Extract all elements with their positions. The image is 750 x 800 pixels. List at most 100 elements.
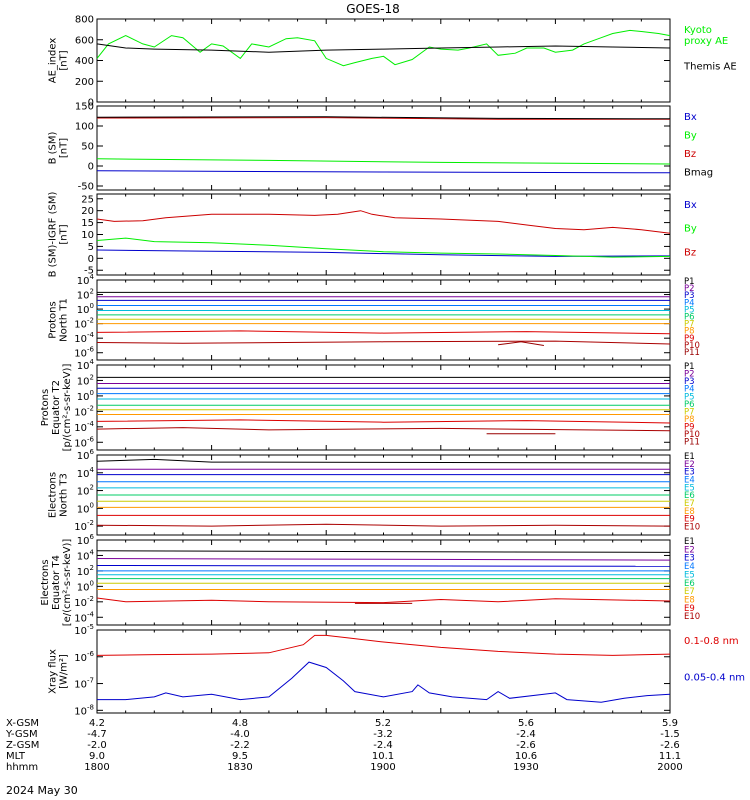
series-p9 bbox=[96, 330, 671, 335]
y-axis-label: [nT] bbox=[59, 138, 70, 158]
series-e3 bbox=[96, 565, 671, 567]
y-tick-label: 100 bbox=[75, 122, 94, 133]
y-tick-label: 10-8 bbox=[74, 703, 94, 717]
y-axis-label: [W/m²] bbox=[59, 654, 70, 689]
xaxis-value: 1800 bbox=[84, 762, 109, 773]
y-tick-label: 100 bbox=[77, 579, 94, 593]
y-tick-label: 10-4 bbox=[74, 420, 94, 434]
legend-e3: E3 bbox=[684, 554, 695, 564]
y-tick-label: 25 bbox=[81, 194, 94, 205]
y-axis-label: Protons bbox=[40, 389, 51, 426]
series-p10 bbox=[96, 340, 671, 345]
legend-p9: P9 bbox=[684, 334, 695, 344]
y-tick-label: 15 bbox=[81, 218, 94, 229]
legend-e8: E8 bbox=[684, 507, 695, 517]
y-tick-label: 104 bbox=[77, 273, 95, 287]
legend-label: By bbox=[684, 224, 697, 235]
y-tick-label: 100 bbox=[77, 389, 94, 403]
y-axis-label: [p/(cm²-s-sr-keV)] bbox=[62, 364, 73, 452]
series-e9 bbox=[96, 597, 671, 604]
legend-e7: E7 bbox=[684, 587, 695, 597]
legend-e2: E2 bbox=[684, 460, 695, 470]
legend-e4: E4 bbox=[684, 476, 695, 486]
y-tick-label: 100 bbox=[77, 501, 94, 515]
y-tick-label: 800 bbox=[75, 15, 94, 26]
xaxis-value: -2.2 bbox=[230, 740, 250, 751]
y-axis-label: Protons bbox=[48, 301, 59, 338]
series-p9 bbox=[96, 419, 671, 424]
series-bx bbox=[96, 249, 671, 257]
xaxis-row-label: Y-GSM bbox=[5, 729, 38, 740]
legend-label: Bmag bbox=[684, 168, 713, 179]
xaxis-value: 10.1 bbox=[372, 751, 394, 762]
y-tick-label: 400 bbox=[75, 56, 94, 67]
legend-p7: P7 bbox=[684, 320, 695, 330]
y-tick-label: 50 bbox=[81, 142, 94, 153]
xaxis-value: -1.5 bbox=[660, 729, 680, 740]
legend-p11: P11 bbox=[684, 348, 700, 358]
y-axis-label: Equator T2 bbox=[51, 380, 62, 435]
y-tick-label: 104 bbox=[77, 548, 95, 562]
legend-e2: E2 bbox=[684, 545, 695, 555]
y-tick-label: 150 bbox=[75, 102, 94, 113]
y-tick-label: 102 bbox=[77, 484, 94, 498]
legend-label: Kyoto bbox=[684, 25, 712, 36]
y-axis-label: B (SM) bbox=[48, 131, 59, 164]
y-tick-label: 10-6 bbox=[74, 346, 94, 360]
y-tick-label: 20 bbox=[81, 206, 94, 217]
panel-frame bbox=[96, 193, 671, 276]
y-tick-label: 104 bbox=[77, 358, 95, 372]
xaxis-value: -2.0 bbox=[87, 740, 107, 751]
y-tick-label: 10-6 bbox=[74, 650, 94, 664]
legend-label: Bz bbox=[684, 247, 696, 258]
series-e10 bbox=[96, 523, 671, 527]
legend-e7: E7 bbox=[684, 499, 695, 509]
y-tick-label: 10-7 bbox=[74, 677, 94, 691]
xaxis-value: -3.2 bbox=[373, 729, 393, 740]
y-axis-label: Xray flux bbox=[48, 649, 59, 694]
xaxis-value: 1930 bbox=[513, 762, 538, 773]
legend-e8: E8 bbox=[684, 595, 695, 605]
panel-8: 10-5 10-6 10-7 10-8 Xray flux [W/m²] 0.1-0.8 n… bbox=[48, 623, 746, 717]
y-tick-label: 0 bbox=[88, 254, 94, 265]
legend-e1: E1 bbox=[684, 452, 695, 462]
legend-p6: P6 bbox=[684, 400, 695, 410]
y-tick-label: 102 bbox=[77, 373, 94, 387]
legend-e10: E10 bbox=[684, 612, 700, 622]
legend-p6: P6 bbox=[684, 313, 695, 323]
legend-label: Themis AE bbox=[683, 62, 737, 73]
legend-label: Bz bbox=[684, 149, 696, 160]
series-bz bbox=[96, 210, 671, 234]
legend-p7: P7 bbox=[684, 407, 695, 417]
xaxis-value: 5.2 bbox=[375, 718, 391, 729]
y-tick-label: 104 bbox=[77, 466, 95, 480]
xaxis-value: 1830 bbox=[227, 762, 252, 773]
xaxis-value: 9.5 bbox=[232, 751, 248, 762]
y-tick-label: 100 bbox=[77, 302, 94, 316]
y-tick-label: 10 bbox=[81, 230, 94, 241]
y-axis-label: North T1 bbox=[59, 298, 70, 342]
series-bmag bbox=[96, 116, 671, 120]
series-0.05-0.4-nm bbox=[97, 661, 671, 703]
legend-p5: P5 bbox=[684, 305, 695, 315]
xaxis-row-label: MLT bbox=[6, 751, 26, 762]
y-tick-label: 10-2 bbox=[74, 317, 94, 331]
y-axis-label: Electrons bbox=[48, 472, 59, 518]
series-kyoto-proxy-ae bbox=[96, 29, 671, 67]
legend-p11: P11 bbox=[684, 438, 700, 448]
legend-p1: P1 bbox=[684, 362, 695, 372]
legend-p8: P8 bbox=[684, 327, 695, 337]
xaxis-row-label: hhmm bbox=[6, 762, 38, 773]
y-axis-label: Equator T4 bbox=[51, 555, 62, 610]
date-label: 2024 May 30 bbox=[6, 784, 78, 797]
xaxis-value: -2.4 bbox=[373, 740, 393, 751]
y-tick-label: -50 bbox=[78, 182, 94, 193]
y-axis-label: North T3 bbox=[59, 473, 70, 517]
y-tick-label: 10-4 bbox=[74, 331, 94, 345]
xaxis-value: 11.1 bbox=[659, 751, 681, 762]
legend-label: Bx bbox=[684, 200, 697, 211]
legend-e1: E1 bbox=[684, 537, 695, 547]
